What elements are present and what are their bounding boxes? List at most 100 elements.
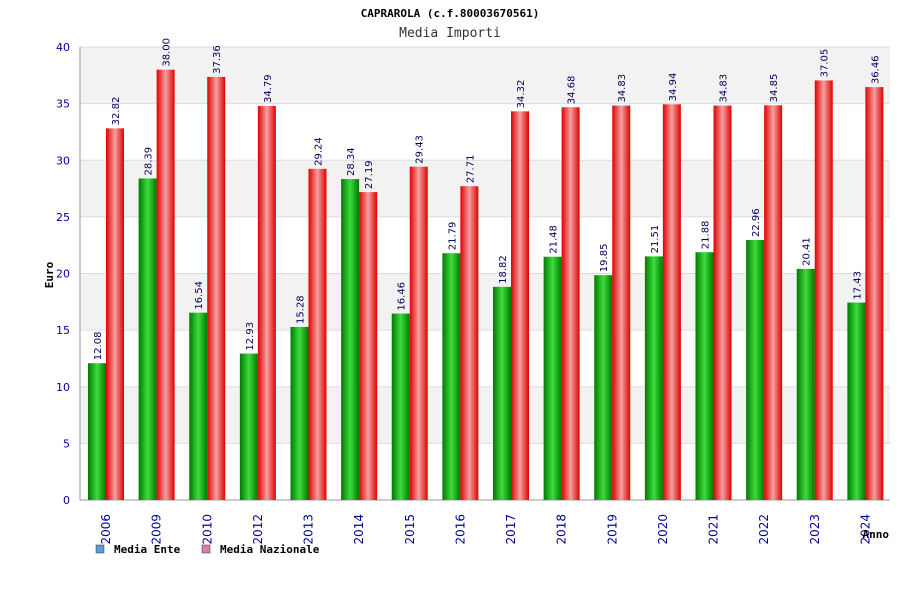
bar-value-label: 21.51 bbox=[650, 225, 661, 254]
legend: Media Ente Media Nazionale bbox=[95, 543, 320, 556]
bar-value-labels: 12.08 32.82 28.39 38.00 16.54 37.36 12.93 34.79… bbox=[93, 38, 881, 360]
bar-media-ente bbox=[138, 178, 157, 500]
bar-media-nazionale bbox=[156, 69, 175, 501]
bar-media-ente bbox=[290, 326, 309, 500]
bar-media-nazionale bbox=[409, 166, 428, 500]
bar-value-label: 15.28 bbox=[296, 295, 307, 324]
bar-value-label: 28.34 bbox=[346, 147, 357, 176]
bar-media-nazionale bbox=[359, 192, 378, 501]
bar-media-nazionale bbox=[662, 104, 681, 500]
bar-value-label: 16.46 bbox=[397, 282, 408, 311]
bar-media-nazionale bbox=[561, 107, 580, 501]
bar-value-label: 34.68 bbox=[567, 76, 578, 105]
bar-value-label: 34.79 bbox=[263, 74, 274, 103]
legend-swatch-media-nazionale bbox=[201, 544, 211, 554]
bar-value-label: 38.00 bbox=[162, 38, 173, 67]
chart-title: CAPRAROLA (c.f.80003670561) bbox=[361, 7, 540, 20]
bar-media-nazionale bbox=[207, 76, 226, 500]
bar-media-ente bbox=[594, 275, 613, 500]
bar-value-label: 34.94 bbox=[668, 73, 679, 102]
bar-media-ente bbox=[543, 256, 562, 500]
bar-media-nazionale bbox=[814, 80, 833, 500]
bar-media-ente bbox=[746, 239, 765, 500]
y-tick-label: 5 bbox=[63, 437, 70, 450]
y-tick-label: 20 bbox=[56, 268, 70, 281]
x-tick-label: 2019 bbox=[605, 514, 619, 545]
bar-media-nazionale bbox=[511, 111, 529, 501]
bar-value-label: 27.71 bbox=[465, 155, 476, 184]
x-tick-label: 2009 bbox=[150, 514, 164, 545]
bar-media-ente bbox=[341, 179, 360, 500]
bar-media-nazionale bbox=[308, 168, 327, 500]
bar-value-label: 34.32 bbox=[516, 80, 527, 109]
bar-value-label: 18.82 bbox=[498, 255, 509, 284]
y-tick-label: 30 bbox=[56, 154, 70, 167]
y-tick-label: 10 bbox=[56, 381, 70, 394]
bar-media-ente bbox=[442, 253, 461, 500]
bar-value-label: 22.96 bbox=[751, 208, 762, 237]
bar-value-label: 16.54 bbox=[194, 281, 205, 310]
bar-media-ente bbox=[644, 256, 663, 500]
bar-media-nazionale bbox=[460, 186, 479, 500]
x-tick-label: 2021 bbox=[707, 514, 721, 545]
bar-media-nazionale bbox=[865, 87, 884, 500]
legend-swatch-media-ente bbox=[95, 544, 105, 554]
bar-value-label: 28.39 bbox=[144, 147, 155, 176]
x-tick-label: 2018 bbox=[555, 514, 569, 545]
y-tick-label: 40 bbox=[56, 41, 70, 54]
x-tick-label: 2016 bbox=[453, 514, 467, 545]
bars bbox=[88, 69, 884, 501]
bar-value-label: 37.36 bbox=[212, 45, 223, 74]
bar-value-label: 29.43 bbox=[415, 135, 426, 164]
bar-media-nazionale bbox=[612, 105, 631, 501]
bar-value-label: 19.85 bbox=[599, 244, 610, 273]
x-tick-label: 2006 bbox=[99, 514, 113, 545]
x-tick-label: 2024 bbox=[858, 514, 872, 545]
x-tick-label: 2017 bbox=[504, 514, 518, 545]
bar-value-label: 21.48 bbox=[549, 225, 560, 254]
x-tick-label: 2020 bbox=[656, 514, 670, 545]
bar-media-ente bbox=[847, 302, 866, 500]
x-tick-label: 2023 bbox=[808, 514, 822, 545]
bar-value-label: 27.19 bbox=[364, 160, 375, 189]
bar-media-ente bbox=[391, 313, 410, 500]
bar-media-nazionale bbox=[764, 105, 783, 500]
bar-value-label: 21.79 bbox=[447, 222, 458, 251]
bar-media-nazionale bbox=[106, 128, 124, 500]
bar-value-label: 34.85 bbox=[769, 74, 780, 103]
x-tick-label: 2013 bbox=[302, 514, 316, 545]
bar-value-label: 12.08 bbox=[93, 332, 104, 361]
bar-media-ente bbox=[493, 286, 511, 500]
chart-subtitle: Media Importi bbox=[399, 26, 501, 41]
bar-value-label: 17.43 bbox=[852, 271, 863, 300]
x-tick-label: 2010 bbox=[200, 514, 214, 545]
x-tick-labels: 2006 2009 2010 2012 2013 2014 2015 2016 2017 2018… bbox=[99, 514, 872, 545]
y-tick-label: 25 bbox=[56, 211, 70, 224]
bar-value-label: 20.41 bbox=[802, 237, 813, 266]
x-tick-label: 2022 bbox=[757, 514, 771, 545]
x-axis-label: Anno bbox=[863, 528, 890, 541]
bar-media-ente bbox=[695, 252, 714, 500]
y-tick-label: 15 bbox=[56, 324, 70, 337]
bar-value-label: 12.93 bbox=[245, 322, 256, 351]
legend-label-media-ente: Media Ente bbox=[114, 543, 181, 556]
y-tick-label: 0 bbox=[63, 494, 70, 507]
bar-value-label: 34.83 bbox=[719, 74, 730, 103]
bar-value-label: 32.82 bbox=[111, 97, 122, 126]
bar-value-label: 36.46 bbox=[870, 55, 881, 84]
bar-media-ente bbox=[796, 268, 815, 500]
bar-value-label: 29.24 bbox=[314, 137, 325, 166]
y-axis-label: Euro bbox=[43, 261, 56, 288]
bar-media-nazionale bbox=[713, 105, 732, 501]
y-tick-labels: 0 5 10 15 20 25 30 35 40 bbox=[56, 41, 70, 507]
bar-media-nazionale bbox=[257, 106, 276, 501]
legend-label-media-nazionale: Media Nazionale bbox=[220, 543, 320, 556]
bar-value-label: 37.05 bbox=[820, 49, 831, 78]
bar-media-ente bbox=[239, 353, 258, 500]
bar-media-ente bbox=[88, 363, 106, 500]
x-tick-label: 2014 bbox=[352, 514, 366, 545]
y-tick-label: 35 bbox=[56, 98, 70, 111]
bar-value-label: 21.88 bbox=[701, 221, 712, 250]
x-tick-label: 2015 bbox=[403, 514, 417, 545]
